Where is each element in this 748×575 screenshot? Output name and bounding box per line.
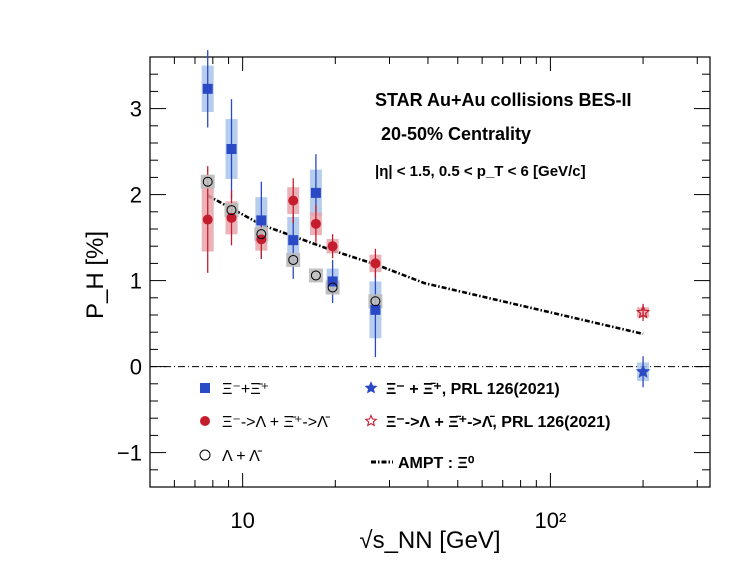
legend-marker (364, 414, 378, 427)
data-point-lambda (226, 205, 237, 216)
data-point-prl-xi-lambda (635, 304, 651, 319)
legend-label: Ξ⁻+Ξ̄⁺ (222, 381, 269, 398)
data-point-xi (310, 187, 321, 198)
data-point-xi-lambda (288, 195, 299, 206)
data-point-xi-lambda (226, 212, 237, 223)
y-tick-label: 3 (130, 97, 142, 122)
legend-label: Ξ⁻->Λ + Ξ̄⁺->Λ̄, PRL 126(2021) (386, 414, 610, 431)
legend-marker (200, 416, 210, 426)
data-point-xi (256, 215, 267, 226)
data-point-xi (288, 235, 299, 246)
legend-marker (200, 383, 210, 393)
x-tick-label: 10² (535, 508, 567, 533)
data-point-xi-lambda (256, 234, 267, 245)
legend-marker (199, 449, 211, 461)
legend-label: AMPT : Ξ⁰ (398, 455, 475, 472)
data-point-xi-lambda (202, 214, 213, 225)
data-point-lambda (327, 282, 338, 293)
data-point-xi-lambda (310, 218, 321, 229)
data-point-lambda (202, 176, 213, 187)
legend-label: Ξ⁻->Λ + Ξ̄⁺->Λ̄ (222, 414, 331, 431)
y-tick-label: 1 (130, 269, 142, 294)
y-tick-label: 2 (130, 183, 142, 208)
data-point-xi (202, 83, 213, 94)
data-point-xi-lambda (370, 258, 381, 269)
x-axis-title: √s_NN [GeV] (359, 527, 500, 554)
x-tick-label: 10 (230, 508, 254, 533)
annotation-centrality: 20-50% Centrality (381, 124, 531, 144)
data-point-xi (226, 144, 237, 155)
y-axis-title: P_H [%] (82, 231, 109, 319)
plot-frame (149, 56, 711, 488)
data-point-prl-xi (635, 364, 651, 378)
annotation-experiment: STAR Au+Au collisions BES-II (375, 90, 632, 110)
data-point-lambda (288, 254, 299, 265)
annotation-cuts: |η| < 1.5, 0.5 < p_T < 6 [GeV/c] (375, 163, 586, 180)
data-point-lambda (370, 296, 381, 307)
legend-label: Λ + Λ̄ (222, 448, 263, 465)
y-tick-label: −1 (117, 441, 142, 466)
data-point-xi-lambda (327, 241, 338, 252)
legend-marker (364, 381, 378, 394)
legend-label: Ξ⁻ + Ξ̄⁺, PRL 126(2021) (386, 381, 560, 398)
ampt-line (207, 194, 644, 336)
y-tick-label: 0 (130, 355, 142, 380)
data-point-xi (327, 276, 338, 287)
data-point-lambda (310, 270, 321, 281)
data-point-lambda (256, 229, 267, 240)
data-point-xi (370, 304, 381, 315)
